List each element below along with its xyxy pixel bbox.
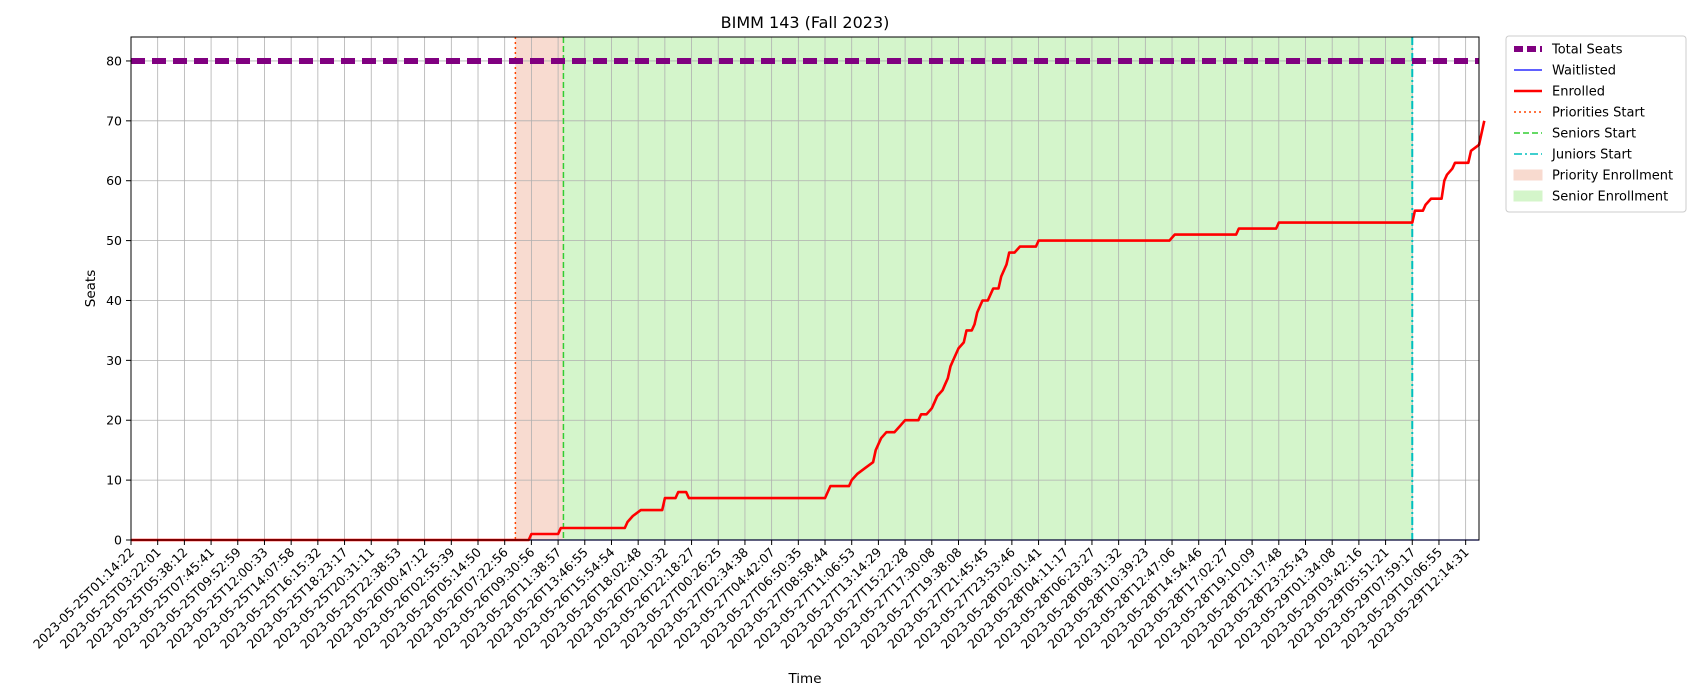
y-axis-label: Seats — [83, 270, 99, 307]
legend-label-5: Juniors Start — [1551, 148, 1632, 163]
span-1 — [563, 37, 1413, 540]
y-tick-label-3: 30 — [106, 353, 122, 368]
legend-label-7: Senior Enrollment — [1552, 190, 1668, 205]
legend-label-3: Priorities Start — [1552, 106, 1645, 121]
phase-start-lines — [514, 37, 1414, 540]
y-tick-label-0: 0 — [114, 533, 122, 548]
y-tick-label-4: 40 — [106, 293, 122, 308]
legend-swatch-7 — [1513, 190, 1543, 202]
y-tick-label-7: 70 — [106, 113, 122, 128]
legend-box — [1505, 35, 1687, 213]
legend-label-0: Total Seats — [1551, 43, 1623, 58]
plot-frame — [130, 36, 1480, 541]
chart-title: BIMM 143 (Fall 2023) — [721, 13, 890, 32]
legend-label-2: Enrolled — [1552, 85, 1605, 100]
legend-swatch-6 — [1513, 169, 1543, 181]
y-tick-label-8: 80 — [106, 53, 122, 68]
legend: Total Seats Waitlisted Enrolled Priorities … — [1505, 35, 1687, 213]
x-axis-label: Time — [787, 671, 821, 687]
y-axis-ticks: 0 10 20 30 40 50 60 70 80 — [106, 53, 131, 548]
y-tick-label-6: 60 — [106, 173, 122, 188]
grid — [130, 37, 1479, 541]
legend-label-1: Waitlisted — [1552, 64, 1616, 79]
y-tick-label-2: 20 — [106, 413, 122, 428]
y-tick-label-5: 50 — [106, 233, 122, 248]
y-tick-label-1: 10 — [106, 473, 122, 488]
series-2 — [131, 120, 1486, 542]
legend-label-4: Seniors Start — [1552, 127, 1636, 142]
span-0 — [515, 37, 564, 540]
x-axis-ticks: 2023-05-25T01:14:222023-05-25T03:22:0120… — [30, 540, 1472, 652]
enrollment-period-spans — [515, 37, 1413, 540]
legend-label-6: Priority Enrollment — [1552, 169, 1673, 184]
